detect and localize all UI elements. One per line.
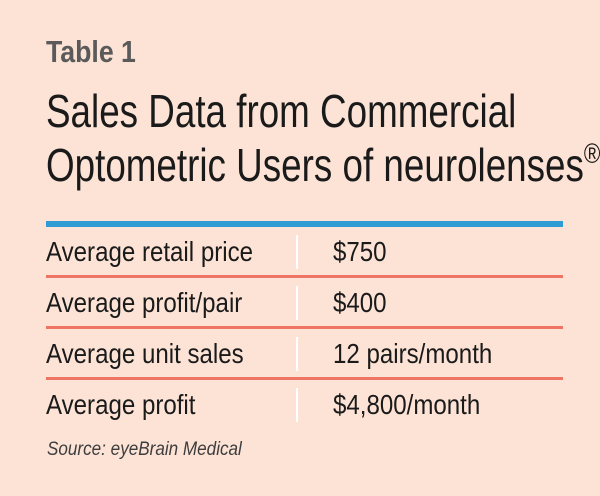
row-value: $400 bbox=[333, 287, 387, 318]
row-value: $750 bbox=[333, 236, 387, 267]
column-divider bbox=[296, 337, 298, 371]
row-label: Average profit/pair bbox=[46, 287, 243, 318]
table-row: Average retail price $750 bbox=[46, 227, 563, 278]
data-table: Average retail price $750 Average profit… bbox=[46, 227, 563, 431]
column-divider bbox=[296, 388, 298, 422]
table-row: Average profit/pair $400 bbox=[46, 278, 563, 329]
registered-mark: ® bbox=[583, 138, 600, 169]
table-number-label: Table 1 bbox=[46, 34, 136, 69]
row-value: 12 pairs/month bbox=[333, 338, 493, 369]
table-title-line-1: Sales Data from Commercial bbox=[46, 85, 517, 137]
table-title: Sales Data from Commercial Optometric Us… bbox=[46, 84, 600, 192]
column-divider bbox=[296, 286, 298, 320]
row-label: Average unit sales bbox=[46, 338, 244, 369]
header-rule bbox=[46, 221, 563, 227]
column-divider bbox=[296, 235, 298, 269]
table-row: Average unit sales 12 pairs/month bbox=[46, 329, 563, 380]
table-title-line-2: Optometric Users of neurolenses® bbox=[46, 138, 600, 192]
row-label: Average profit bbox=[46, 389, 196, 420]
table-row: Average profit $4,800/month bbox=[46, 380, 563, 431]
row-value: $4,800/month bbox=[333, 389, 481, 420]
table-title-line-2-text: Optometric Users of neurolenses bbox=[46, 139, 584, 191]
row-label: Average retail price bbox=[46, 236, 254, 267]
source-note: Source: eyeBrain Medical bbox=[47, 439, 242, 460]
